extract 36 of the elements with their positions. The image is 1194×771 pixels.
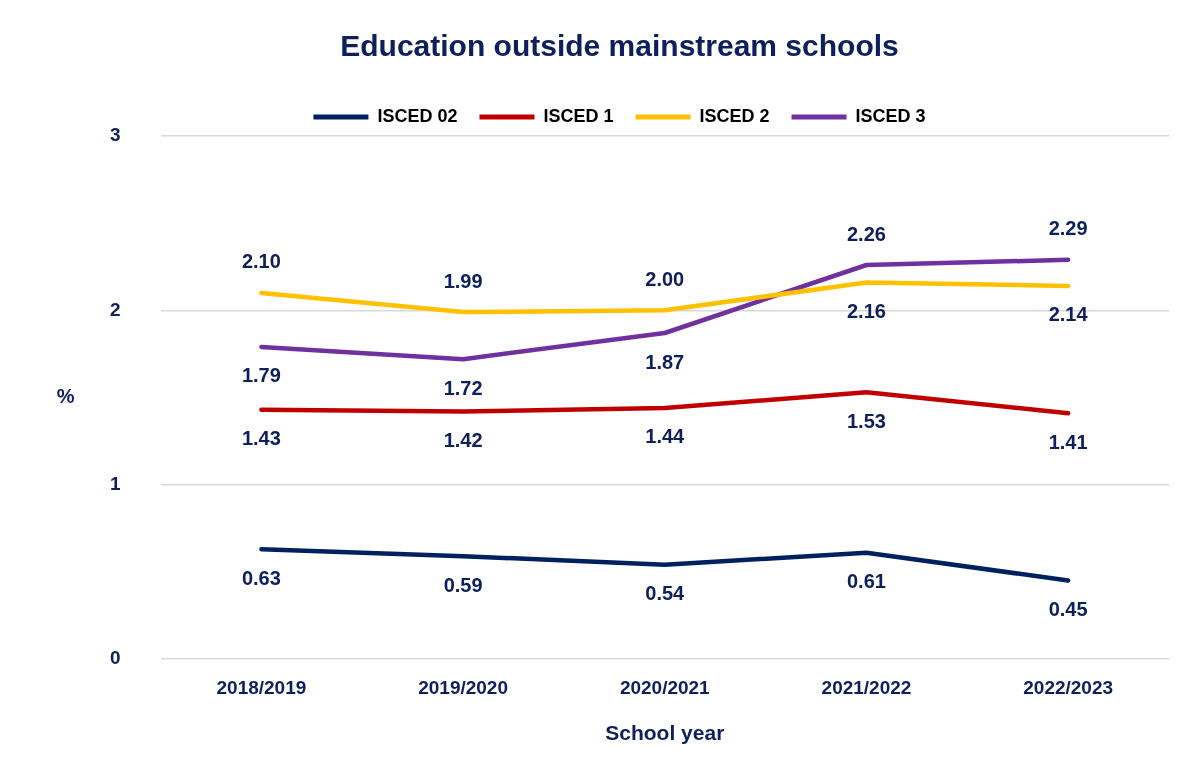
data-label: 1.44 [645,425,686,448]
data-label: 1.99 [443,269,483,292]
data-label: 1.87 [645,350,685,373]
data-label: 1.53 [847,409,886,432]
legend-label: ISCED 2 [699,105,770,126]
data-label: 0.61 [847,570,886,593]
data-label: 2.10 [241,250,281,273]
y-tick-label: 3 [109,124,121,146]
legend-label: ISCED 1 [543,105,614,126]
data-label: 2.14 [1048,303,1089,326]
x-tick-label: 2018/2019 [216,676,307,698]
data-label: 0.63 [241,566,281,589]
x-tick-label: 2019/2020 [418,676,509,698]
x-tick-label: 2022/2023 [1023,676,1114,698]
y-axis-title: % [56,385,75,408]
data-label: 2.16 [847,299,886,322]
data-label: 1.79 [241,364,281,387]
data-label: 2.29 [1048,217,1088,240]
data-label: 0.45 [1048,598,1088,621]
x-tick-label: 2020/2021 [619,676,711,698]
data-label: 1.43 [241,427,281,450]
data-label: 0.54 [645,582,686,605]
data-label: 1.72 [443,376,483,399]
chart-title: Education outside mainstream schools [340,29,899,63]
x-tick-label: 2021/2022 [821,676,912,698]
data-label: 2.26 [847,222,886,245]
data-label: 2.00 [645,267,685,290]
legend-label: ISCED 02 [377,105,458,126]
y-tick-label: 2 [109,298,121,320]
y-tick-label: 1 [109,472,121,494]
legend-label: ISCED 3 [855,105,926,126]
data-label: 0.59 [443,573,483,596]
data-label: 1.42 [443,428,483,451]
y-tick-label: 0 [109,647,121,669]
data-label: 1.41 [1048,430,1088,453]
x-axis-title: School year [605,721,725,745]
